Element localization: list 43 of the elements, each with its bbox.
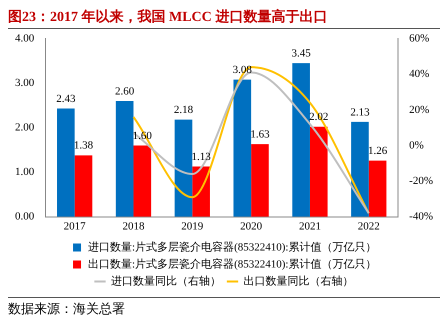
bar xyxy=(57,108,75,217)
bar xyxy=(116,100,134,217)
x-tick-label: 2018 xyxy=(122,220,145,232)
x-tick-label: 2021 xyxy=(298,220,321,232)
legend-label: 进口数量:片式多层瓷介电容器(85322410):累计值（万亿只） xyxy=(88,240,376,254)
chart-title: 图23：2017 年以来，我国 MLCC 进口数量高于出口 xyxy=(8,8,440,29)
y-tick-label: 3.00 xyxy=(15,77,35,90)
y-tick-label: 0.00 xyxy=(15,210,35,223)
data-label: 2.43 xyxy=(56,92,76,105)
y-tick-label: 4.00 xyxy=(15,32,35,44)
legend-label: 进口数量同比（右轴） xyxy=(111,274,221,288)
source-note: 数据来源：海关总署 xyxy=(8,297,440,318)
bar xyxy=(133,146,152,217)
data-label: 1.63 xyxy=(250,128,270,141)
y2-tick-label: -40% xyxy=(409,210,433,223)
data-label: 1.38 xyxy=(74,140,94,152)
x-tick-label: 2017 xyxy=(64,220,86,232)
y-tick-label: 1.00 xyxy=(15,166,35,178)
y-tick-label: 2.00 xyxy=(15,122,35,134)
data-label: 2.18 xyxy=(174,104,194,116)
bar xyxy=(251,144,269,217)
bar xyxy=(174,120,192,217)
bar xyxy=(351,122,369,217)
y2-tick-label: 60% xyxy=(409,32,430,44)
x-tick-label: 2020 xyxy=(240,220,263,232)
data-label: 2.13 xyxy=(350,106,370,118)
y2-tick-label: 20% xyxy=(409,104,430,116)
legend-label: 出口数量:片式多层瓷介电容器(85322410):累计值（万亿只） xyxy=(88,257,376,270)
y2-tick-label: -20% xyxy=(409,175,433,188)
data-label: 1.26 xyxy=(368,145,388,158)
bar xyxy=(74,155,92,217)
bar xyxy=(233,80,252,217)
bar xyxy=(368,160,386,217)
data-label: 2.60 xyxy=(115,85,135,98)
data-label: 3.45 xyxy=(291,47,312,60)
y2-tick-label: 40% xyxy=(409,68,430,80)
x-tick-label: 2022 xyxy=(358,220,380,232)
bar xyxy=(292,63,310,217)
data-label: 1.13 xyxy=(192,150,212,163)
x-tick-label: 2019 xyxy=(181,220,204,232)
y2-tick-label: 0% xyxy=(409,139,424,152)
bar xyxy=(310,126,328,217)
legend-label: 出口数量同比（右轴） xyxy=(244,274,354,288)
